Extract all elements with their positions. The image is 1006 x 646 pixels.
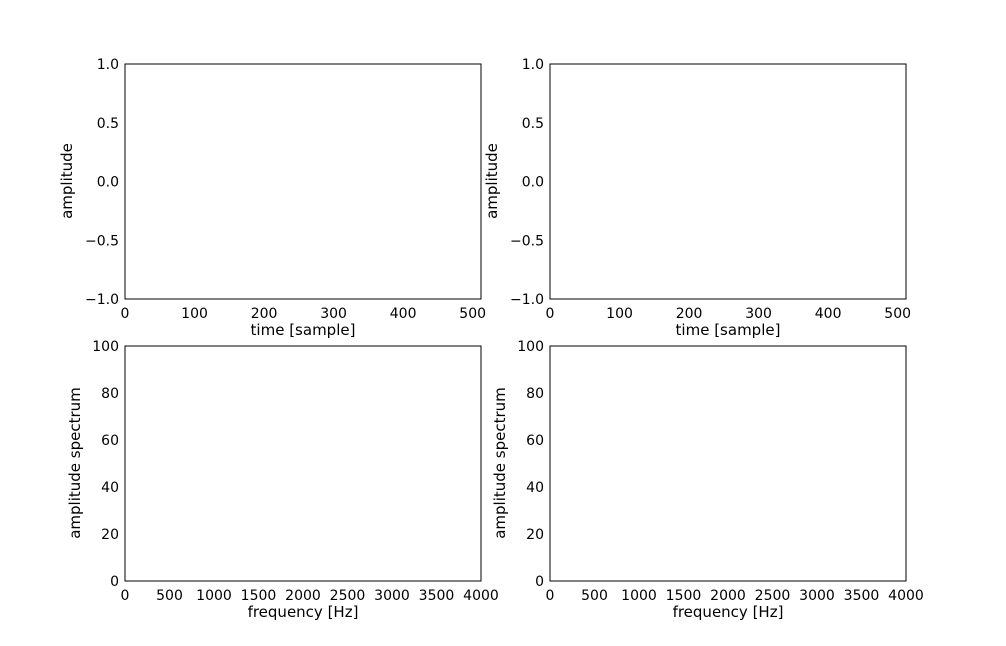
x-tick-label: 3000 [374, 588, 410, 604]
x-tick-label: 200 [676, 306, 703, 322]
axes-border [124, 345, 482, 582]
x-axis-label: time [sample] [251, 321, 356, 339]
x-tick-label: 3500 [419, 588, 455, 604]
y-tick-label: −0.5 [510, 233, 544, 249]
x-tick-label: 0 [546, 588, 555, 604]
y-tick-label: −1.0 [85, 292, 119, 308]
y-tick-label: 0 [535, 574, 544, 590]
x-tick-label: 3500 [844, 588, 880, 604]
x-tick-label: 500 [581, 588, 608, 604]
x-tick-label: 400 [815, 306, 842, 322]
y-tick-label: 80 [101, 386, 119, 402]
panel-top-left: 0 100 200 300 400 500 −1.0 −0.5 0.0 0.5 1.0 time [… [58, 57, 486, 339]
x-tick-label: 1000 [196, 588, 232, 604]
x-tick-label: 2500 [755, 588, 791, 604]
y-axis-label: amplitude spectrum [66, 387, 84, 539]
y-axis-label: amplitude [58, 143, 76, 219]
y-axis-label: amplitude spectrum [491, 387, 509, 539]
y-tick-label: 80 [526, 386, 544, 402]
x-tick-label: 100 [181, 306, 208, 322]
y-tick-label: 0.0 [97, 175, 119, 191]
x-tick-label: 0 [121, 306, 130, 322]
x-tick-label: 300 [320, 306, 347, 322]
y-tick-label: 1.0 [522, 57, 544, 73]
x-tick-label: 100 [606, 306, 633, 322]
y-tick-label: −1.0 [510, 292, 544, 308]
x-tick-label: 1500 [241, 588, 277, 604]
x-tick-label: 500 [459, 306, 486, 322]
x-axis-label: time [sample] [676, 321, 781, 339]
y-tick-label: 20 [101, 527, 119, 543]
x-tick-label: 2000 [710, 588, 746, 604]
x-tick-label: 2000 [285, 588, 321, 604]
x-tick-label: 4000 [463, 588, 499, 604]
y-tick-label: 40 [101, 480, 119, 496]
y-tick-label: −0.5 [85, 233, 119, 249]
x-tick-label: 3000 [799, 588, 835, 604]
ticks: 0 500 1000 1500 2000 2500 3000 3500 4000 0 20 40 60 8… [92, 339, 499, 604]
y-tick-label: 40 [526, 480, 544, 496]
x-tick-label: 0 [121, 588, 130, 604]
panel-bottom-left: 0 500 1000 1500 2000 2500 3000 3500 4000 0 20 40 60 8… [66, 339, 499, 621]
x-tick-label: 400 [390, 306, 417, 322]
x-tick-label: 4000 [888, 588, 924, 604]
x-tick-label: 1500 [666, 588, 702, 604]
x-tick-label: 1000 [621, 588, 657, 604]
y-tick-label: 0.0 [522, 175, 544, 191]
ticks: 0 500 1000 1500 2000 2500 3000 3500 4000 0 20 40 60 8… [517, 339, 924, 604]
x-tick-label: 0 [546, 306, 555, 322]
y-tick-label: 0.5 [522, 116, 544, 132]
panel-top-right: 0 100 200 300 400 500 −1.0 −0.5 0.0 0.5 1.0 time [… [483, 57, 911, 339]
x-tick-label: 200 [251, 306, 278, 322]
x-axis-label: frequency [Hz] [248, 603, 359, 621]
panel-bottom-right: 0 500 1000 1500 2000 2500 3000 3500 4000 0 20 40 60 8… [491, 339, 924, 621]
ticks: 0 100 200 300 400 500 −1.0 −0.5 0.0 0.5 1.0 [510, 57, 911, 322]
axes-border [549, 63, 907, 300]
y-tick-label: 0.5 [97, 116, 119, 132]
axes-border [549, 345, 907, 582]
y-tick-label: 60 [526, 433, 544, 449]
y-tick-label: 100 [517, 339, 544, 355]
y-axis-label: amplitude [483, 143, 501, 219]
y-tick-label: 20 [526, 527, 544, 543]
x-tick-label: 500 [156, 588, 183, 604]
y-tick-label: 1.0 [97, 57, 119, 73]
axes-border [124, 63, 482, 300]
x-tick-label: 2500 [330, 588, 366, 604]
x-axis-label: frequency [Hz] [673, 603, 784, 621]
x-tick-label: 500 [884, 306, 911, 322]
y-tick-label: 60 [101, 433, 119, 449]
y-tick-label: 100 [92, 339, 119, 355]
y-tick-label: 0 [110, 574, 119, 590]
x-tick-label: 300 [745, 306, 772, 322]
